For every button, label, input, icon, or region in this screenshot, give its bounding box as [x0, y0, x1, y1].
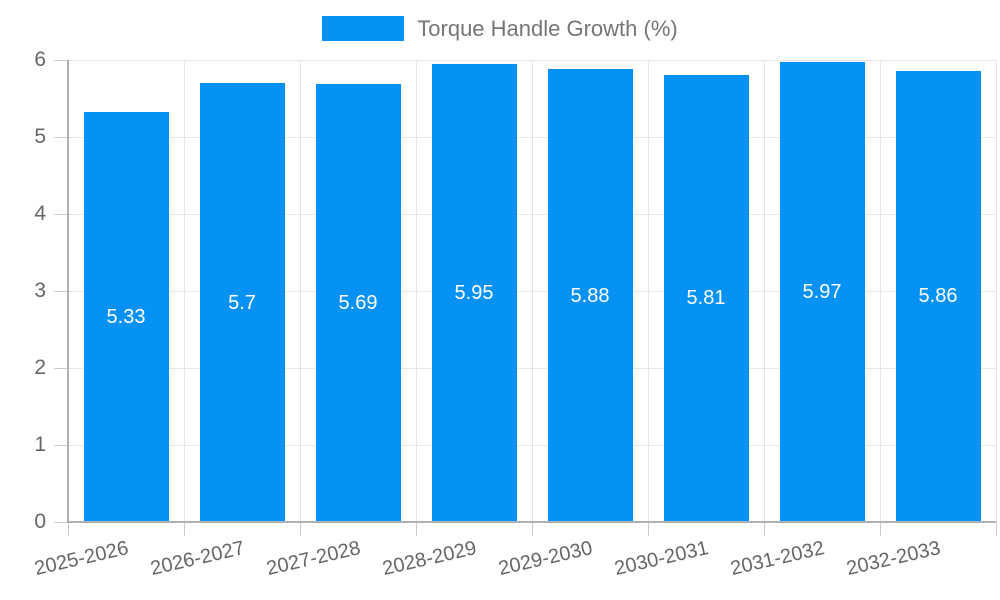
x-tick-mark: [416, 522, 417, 536]
bar-2026-2027[interactable]: [199, 83, 285, 521]
x-tick-mark: [300, 522, 301, 536]
v-gridline: [996, 60, 997, 522]
bar-2027-2028[interactable]: [315, 83, 401, 521]
v-gridline: [532, 60, 533, 522]
x-axis-tick-label: 2029-2030: [496, 537, 595, 580]
v-gridline: [880, 60, 881, 522]
x-axis-tick-label: 2031-2032: [728, 537, 827, 580]
x-tick-mark: [880, 522, 881, 536]
legend-swatch: [322, 16, 405, 41]
x-axis-tick-label: 2032-2033: [844, 537, 943, 580]
x-tick-mark: [184, 522, 185, 536]
bar-2025-2026[interactable]: [83, 111, 169, 521]
x-axis-baseline: [67, 521, 996, 523]
x-axis-tick-label: 2028-2029: [380, 537, 479, 580]
v-gridline: [300, 60, 301, 522]
y-tick-mark: [54, 445, 68, 446]
y-axis-line: [67, 60, 69, 522]
chart-legend: Torque Handle Growth (%): [0, 16, 1000, 41]
x-axis-tick-label: 2030-2031: [612, 537, 711, 580]
y-tick-mark: [54, 137, 68, 138]
x-tick-mark: [532, 522, 533, 536]
y-tick-mark: [54, 214, 68, 215]
bar-2028-2029[interactable]: [431, 63, 517, 521]
legend-label: Torque Handle Growth (%): [417, 16, 678, 41]
y-axis-tick-label: 1: [34, 433, 46, 456]
x-tick-mark: [68, 522, 69, 536]
x-axis-tick-label: 2025-2026: [32, 537, 131, 580]
x-tick-mark: [648, 522, 649, 536]
y-tick-mark: [54, 60, 68, 61]
y-axis-tick-label: 6: [34, 48, 46, 71]
y-axis-tick-label: 5: [34, 125, 46, 148]
x-axis-tick-label: 2026-2027: [148, 537, 247, 580]
v-gridline: [416, 60, 417, 522]
x-tick-mark: [764, 522, 765, 536]
y-axis-tick-label: 3: [34, 279, 46, 302]
y-axis-tick-label: 0: [34, 510, 46, 533]
bar-2029-2030[interactable]: [547, 69, 633, 521]
x-axis-tick-label: 2027-2028: [264, 537, 363, 580]
y-tick-mark: [54, 368, 68, 369]
v-gridline: [764, 60, 765, 522]
v-gridline: [184, 60, 185, 522]
bar-2031-2032[interactable]: [779, 62, 865, 521]
bar-2030-2031[interactable]: [663, 74, 749, 521]
y-axis-tick-label: 2: [34, 356, 46, 379]
x-tick-mark: [996, 522, 997, 536]
bar-2032-2033[interactable]: [895, 70, 981, 521]
y-axis-tick-label: 4: [34, 202, 46, 225]
y-tick-mark: [54, 522, 68, 523]
v-gridline: [648, 60, 649, 522]
y-tick-mark: [54, 291, 68, 292]
